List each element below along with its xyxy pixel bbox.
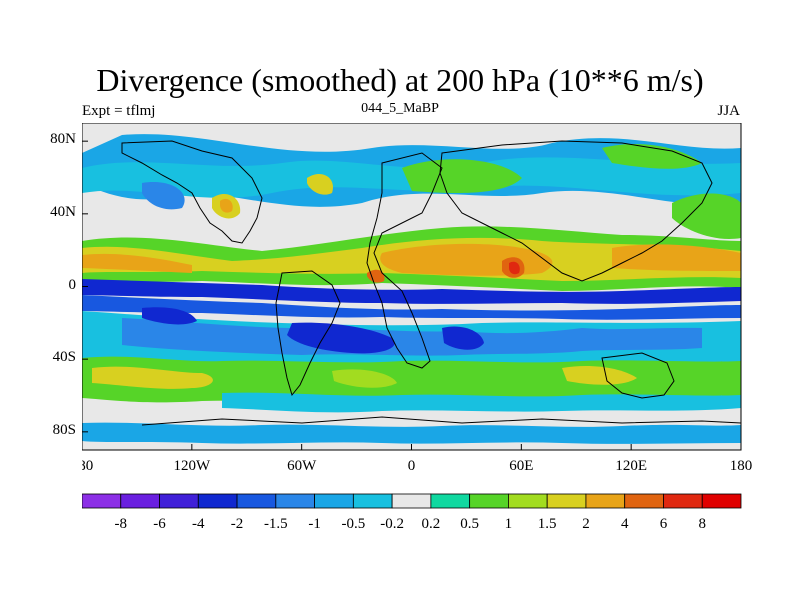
x-tick-label: 120E xyxy=(615,458,647,474)
field-south-blue-2 xyxy=(82,422,741,444)
x-tick-label: 60E xyxy=(509,458,533,474)
y-tick-label: 40N xyxy=(50,203,76,220)
coastline-south-america xyxy=(275,270,341,397)
colorbar-label: 0.5 xyxy=(460,516,479,532)
x-tick-label: 60W xyxy=(287,458,317,474)
x-tick-label: 0 xyxy=(408,458,416,474)
coastline-asia xyxy=(439,140,713,282)
colorbar-box xyxy=(391,493,432,509)
colorbar-box xyxy=(314,493,354,509)
contour-field xyxy=(82,123,741,450)
colorbar-label: 6 xyxy=(660,516,668,532)
coastline-europe-africa xyxy=(366,152,443,369)
field-north-blue-2 xyxy=(142,182,185,210)
field-north-green xyxy=(402,159,522,194)
field-tropical-orange-4 xyxy=(367,269,385,283)
x-tick-label: 180 xyxy=(82,458,93,474)
colorbar-label: 1 xyxy=(505,516,512,532)
colorbar-labels: -8 -6 -4 -2 -1.5 -1 -0.5 -0.2 0.2 0.5 1 1.5 2 4 6 8 xyxy=(115,516,706,532)
field-north-green-2 xyxy=(602,143,702,169)
x-axis: 180 120W 60W 0 60E 120E 180 xyxy=(82,444,752,474)
colorbar-box xyxy=(469,493,509,509)
field-equatorial-midblue xyxy=(82,295,741,320)
map-plot: 180 120W 60W 0 60E 120E 180 xyxy=(82,123,752,474)
field-south-yellow xyxy=(92,366,213,389)
colorbar-box xyxy=(275,493,315,509)
y-tick-label: 0 xyxy=(68,276,77,293)
field-south-blue xyxy=(122,318,702,356)
field-tropical-orange-3 xyxy=(612,244,741,271)
colorbar-box xyxy=(663,493,703,509)
y-axis xyxy=(82,140,88,433)
colorbar: -8 -6 -4 -2 -1.5 -1 -0.5 -0.2 0.2 0.5 1 1.5 2 4 6 8 xyxy=(82,493,742,532)
field-south-cyan-2 xyxy=(222,392,741,413)
coastline-australia xyxy=(601,352,675,399)
field-south-darkblue-2 xyxy=(442,326,484,350)
experiment-label: Expt = tflmj xyxy=(82,103,156,119)
colorbar-label: -1 xyxy=(308,516,321,532)
field-south-yellow-2 xyxy=(562,366,637,385)
chart-title: Divergence (smoothed) at 200 hPa (10**6 … xyxy=(96,62,704,98)
field-tropical-orange xyxy=(82,253,192,273)
colorbar-box xyxy=(701,493,742,509)
colorbar-box xyxy=(585,493,626,509)
colorbar-label: 0.2 xyxy=(422,516,441,532)
field-south-darkblue xyxy=(287,322,395,354)
x-tick-label: 120W xyxy=(173,458,211,474)
field-north-yellow-2 xyxy=(307,173,333,195)
colorbar-label: 1.5 xyxy=(538,516,557,532)
field-equatorial-blue xyxy=(82,279,741,304)
colorbar-box xyxy=(352,493,393,509)
colorbar-box xyxy=(508,493,548,509)
x-tick-label: 180 xyxy=(730,458,753,474)
colorbar-label: -2 xyxy=(231,516,244,532)
colorbar-label: -0.5 xyxy=(341,516,365,532)
colorbar-label: 4 xyxy=(621,516,629,532)
field-south-yellow-3 xyxy=(332,369,397,388)
coastline-north-america xyxy=(121,140,263,244)
colorbar-box xyxy=(159,493,199,509)
colorbar-box xyxy=(197,493,238,509)
y-tick-label: 40S xyxy=(52,349,76,366)
field-tropical-darkred xyxy=(509,261,520,275)
colorbar-label: 2 xyxy=(582,516,590,532)
colorbar-box xyxy=(546,493,587,509)
colorbar-box xyxy=(430,493,471,509)
field-south-darkblue-3 xyxy=(142,307,197,325)
coastlines xyxy=(121,140,742,426)
run-label: 044_5_MaBP xyxy=(361,101,439,116)
season-label: JJA xyxy=(717,103,740,119)
colorbar-label: -8 xyxy=(115,516,128,532)
colorbar-label: -6 xyxy=(153,516,166,532)
field-north-green-3 xyxy=(672,193,741,239)
y-tick-label: 80N xyxy=(50,131,76,148)
colorbar-box xyxy=(236,493,277,509)
colorbar-label: -0.2 xyxy=(380,516,404,532)
colorbar-boxes xyxy=(82,493,742,509)
colorbar-label: -4 xyxy=(192,516,205,532)
colorbar-box xyxy=(82,493,122,509)
colorbar-label: -1.5 xyxy=(264,516,288,532)
colorbar-box xyxy=(624,493,664,509)
colorbar-label: 8 xyxy=(698,516,706,532)
field-north-orange xyxy=(220,198,233,213)
colorbar-box xyxy=(120,493,160,509)
coastline-antarctica xyxy=(141,416,742,426)
y-tick-label: 80S xyxy=(52,421,76,438)
